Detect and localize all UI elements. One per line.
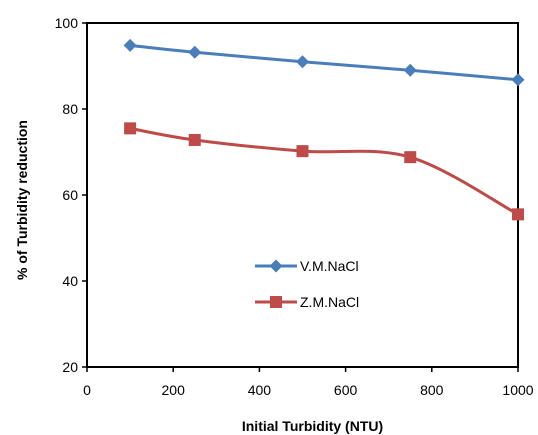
data-point (124, 122, 137, 135)
data-point (296, 55, 309, 69)
data-point (404, 151, 417, 164)
data-point (296, 145, 309, 158)
data-point (123, 38, 137, 52)
legend-item: Z.M.NaCl (255, 294, 359, 310)
legend-marker (270, 296, 282, 308)
y-axis-title: % of Turbidity reduction (14, 120, 30, 280)
x-tick-label: 0 (83, 382, 91, 398)
series-1 (123, 38, 525, 87)
x-tick-label: 600 (334, 382, 358, 398)
y-tick-label: 100 (55, 15, 79, 31)
series-2 (124, 122, 524, 221)
y-tick-label: 60 (62, 187, 78, 203)
y-tick-label: 20 (62, 359, 78, 375)
x-tick-label: 800 (420, 382, 444, 398)
legend-label: V.M.NaCl (300, 258, 359, 274)
data-point (188, 133, 201, 146)
x-tick-label: 200 (162, 382, 186, 398)
legend-label: Z.M.NaCl (300, 294, 359, 310)
data-point (511, 73, 525, 87)
y-tick-label: 80 (62, 101, 78, 117)
x-axis-title: Initial Turbidity (NTU) (242, 418, 383, 434)
plot-area (86, 22, 519, 368)
x-tick-label: 1000 (502, 382, 533, 398)
x-tick-label: 400 (248, 382, 272, 398)
y-axis-ticks: 20 40 60 80 100 (55, 15, 87, 375)
legend-item: V.M.NaCl (255, 258, 359, 274)
legend: V.M.NaCl Z.M.NaCl (255, 258, 359, 310)
x-axis-ticks: 0 200 400 600 800 1000 (83, 367, 534, 398)
data-point (403, 63, 417, 77)
legend-marker (269, 259, 283, 273)
data-point (188, 45, 202, 59)
series-layer (123, 38, 525, 221)
data-point (512, 208, 524, 221)
y-tick-label: 40 (62, 273, 78, 289)
